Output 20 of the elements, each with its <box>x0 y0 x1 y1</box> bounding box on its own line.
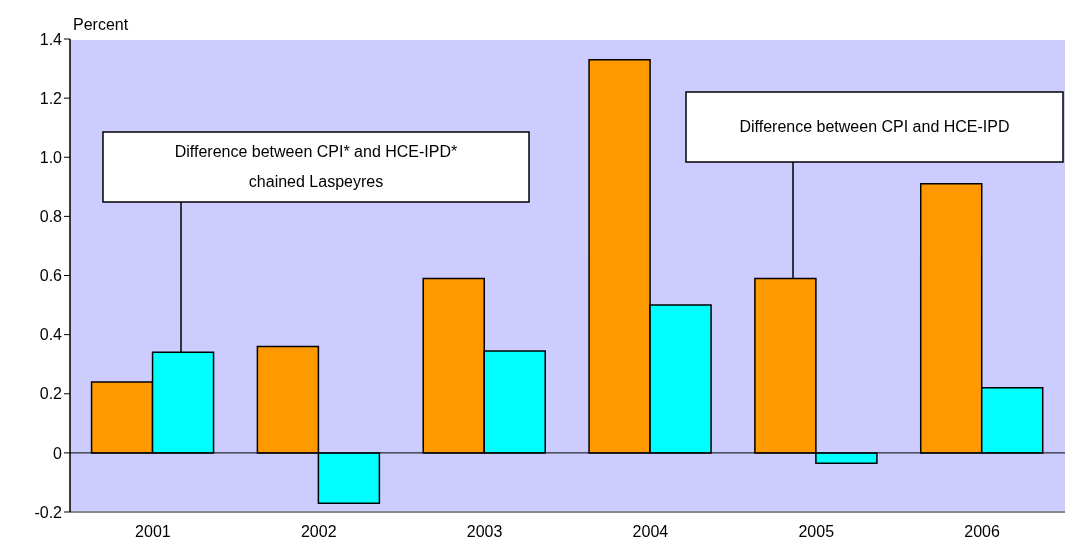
x-tick-label: 2006 <box>964 523 1000 541</box>
y-tick-label: 1.0 <box>39 148 63 166</box>
y-tick-label: 0.8 <box>39 208 63 226</box>
x-tick-label: 2005 <box>798 523 835 541</box>
callout-box: Difference between CPI and HCE-IPD <box>685 91 1064 163</box>
x-tick-label: 2001 <box>135 523 171 541</box>
annotation: Difference between CPI* and HCE-IPD* chained Laspeyres <box>173 142 459 192</box>
y-tick-label: -0.2 <box>34 503 63 521</box>
y-tick-label: 1.2 <box>39 89 63 107</box>
x-tick-label: 2002 <box>300 523 337 541</box>
y-tick-label: 1.4 <box>39 30 63 48</box>
y-tick-label: 0.6 <box>39 267 63 285</box>
y-tick-label: 0.2 <box>39 385 63 403</box>
annotation: Difference between CPI and HCE-IPD <box>739 117 1010 137</box>
callout-box: Difference between CPI* and HCE-IPD* chained Laspeyres <box>102 131 530 203</box>
x-tick-label: 2003 <box>466 523 503 541</box>
x-tick-label: 2004 <box>632 523 669 541</box>
y-tick-label: 0 <box>53 444 63 462</box>
y-tick-label: 0.4 <box>39 326 63 344</box>
y-axis-title: Percent <box>73 16 129 33</box>
